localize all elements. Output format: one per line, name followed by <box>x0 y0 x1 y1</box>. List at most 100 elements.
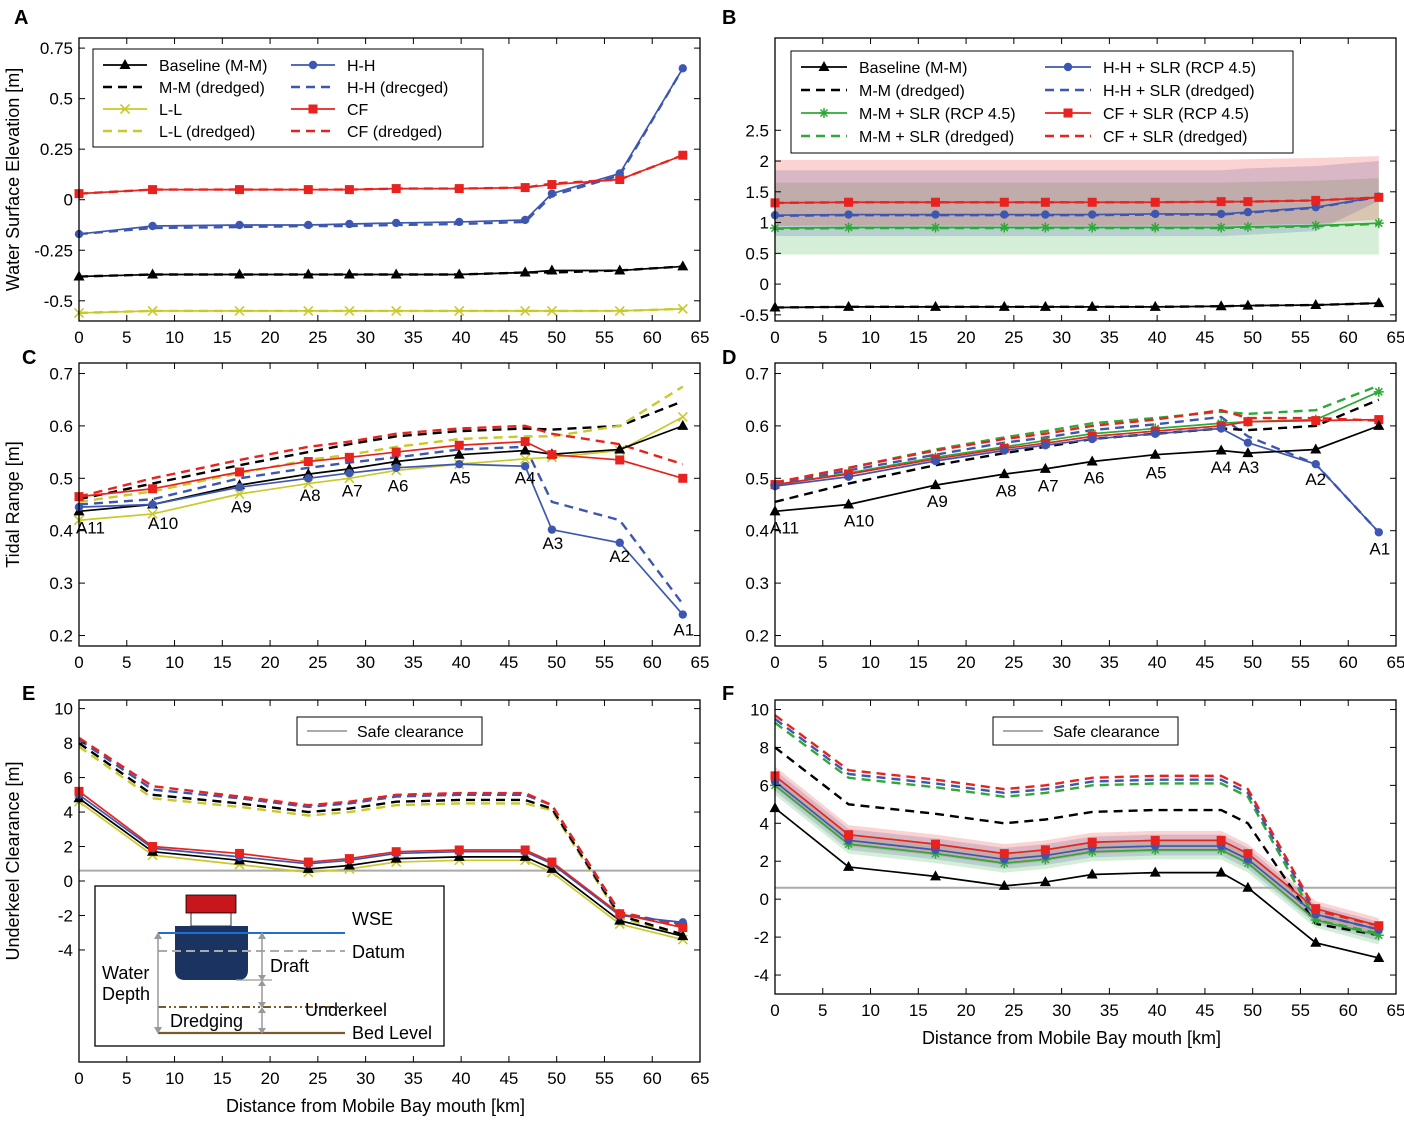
x-tick-label: 40 <box>452 653 471 672</box>
station-label: A8 <box>996 482 1017 501</box>
data-point <box>1151 429 1160 438</box>
panel-b-water-surface-elevation-slr: 0 5 10 15 20 25 30 35 40 45 50 55 60 65-0.500.511.522… <box>722 7 1404 347</box>
data-point <box>1243 207 1253 217</box>
series-line <box>774 384 1380 485</box>
legend-marker <box>119 59 131 69</box>
x-tick-label: 55 <box>1291 328 1310 347</box>
arrow-head <box>154 932 162 939</box>
y-tick-label: 0 <box>760 275 769 294</box>
station-label: A1 <box>673 621 694 640</box>
data-point <box>678 923 688 933</box>
inset-label-wse: WSE <box>352 909 393 929</box>
x-tick-label: 30 <box>1052 653 1071 672</box>
data-point <box>547 857 557 867</box>
x-tick-label: 10 <box>861 1001 880 1020</box>
data-point <box>1311 904 1321 914</box>
data-point <box>843 300 855 311</box>
legend-label: M-M (dredged) <box>159 80 265 97</box>
x-tick-label: 50 <box>547 1069 566 1088</box>
x-tick-label: 15 <box>213 328 232 347</box>
series-baseline-m-m <box>769 802 1385 962</box>
data-point <box>235 848 245 858</box>
legend-entry: M-M + SLR (RCP 4.5) <box>801 106 1016 123</box>
data-point <box>844 210 853 219</box>
data-point <box>454 845 464 855</box>
data-point <box>1243 417 1253 427</box>
data-point <box>391 847 401 857</box>
series-line <box>78 745 684 938</box>
x-tick-label: 5 <box>818 653 827 672</box>
data-point <box>1000 446 1009 455</box>
x-tick-label: 20 <box>261 328 280 347</box>
data-point <box>1041 210 1050 219</box>
y-tick-label: 0 <box>760 890 769 909</box>
legend-entry: H-H + SLR (RCP 4.5) <box>1045 60 1256 77</box>
uncertainty-band-0 <box>775 178 1379 255</box>
station-label: A1 <box>1369 539 1390 558</box>
uncertainty-band-0 <box>775 775 1379 945</box>
x-tick-label: 0 <box>770 653 779 672</box>
legend-entry: H-H + SLR (dredged) <box>1045 83 1255 100</box>
legend-label: CF + SLR (dredged) <box>1103 129 1248 146</box>
y-tick-label: -4 <box>754 966 769 985</box>
data-point <box>1041 441 1050 450</box>
data-point <box>390 455 402 466</box>
x-tick-label: 35 <box>404 653 423 672</box>
legend-entry: CF + SLR (dredged) <box>1045 129 1248 146</box>
data-point <box>1311 195 1321 205</box>
y-tick-label: 10 <box>750 700 769 719</box>
data-point <box>1150 222 1161 233</box>
legend-entry: H-H <box>291 58 375 75</box>
data-point <box>677 419 689 430</box>
data-point <box>304 474 313 483</box>
x-tick-label: 60 <box>643 1069 662 1088</box>
y-tick-label: 1.5 <box>745 183 769 202</box>
data-point <box>1310 220 1321 231</box>
panel-letter: C <box>22 347 36 369</box>
data-point <box>1373 297 1385 308</box>
data-point <box>1310 915 1321 926</box>
data-point <box>1242 447 1254 458</box>
data-point <box>455 459 464 469</box>
plot-background <box>775 363 1396 646</box>
data-point <box>844 197 854 207</box>
x-tick-label: 30 <box>1052 1001 1071 1020</box>
data-point <box>1216 197 1226 207</box>
y-tick-label: 0.2 <box>745 627 769 646</box>
legend-label: CF <box>347 102 369 119</box>
data-point <box>1215 866 1227 877</box>
legend-marker <box>308 60 318 70</box>
data-point <box>147 508 158 519</box>
panel-f-underkeel-clearance-slr: 0 5 10 15 20 25 30 35 40 45 50 55 60 65 -4 -2 0 2 4 6 8 10 Dis… <box>722 683 1404 1048</box>
y-tick-label: 2 <box>64 838 73 857</box>
x-tick-label: 35 <box>404 328 423 347</box>
x-tick-label: 20 <box>261 1069 280 1088</box>
uncertainty-band-2 <box>775 766 1379 938</box>
x-tick-label: 15 <box>909 653 928 672</box>
panel-a-water-surface-elevation: 0 5 10 15 20 25 30 35 40 45 50 55 60 65 -0.5 -0.25 0 0.25… <box>3 7 709 347</box>
legend-entry: Baseline (M-M) <box>103 58 267 75</box>
series-line <box>774 408 1379 484</box>
data-point <box>547 450 557 460</box>
series-m-m-dredged <box>774 301 1379 309</box>
y-tick-label: -0.5 <box>44 292 73 311</box>
data-point <box>678 150 688 160</box>
y-tick-label: 0.5 <box>49 90 73 109</box>
data-point <box>1311 202 1320 212</box>
series-cf <box>74 150 688 199</box>
data-point <box>453 448 465 459</box>
data-point <box>344 854 354 864</box>
series-cf-slr-dredged <box>774 714 1380 927</box>
data-point <box>520 437 530 447</box>
station-label: A4 <box>515 469 536 488</box>
data-point <box>1149 448 1161 459</box>
y-tick-label: 2 <box>760 852 769 871</box>
x-tick-label: 65 <box>1387 653 1404 672</box>
x-tick-label: 25 <box>1004 1001 1023 1020</box>
data-point <box>844 472 853 481</box>
x-tick-label: 40 <box>452 1069 471 1088</box>
data-point <box>345 219 354 229</box>
legend-entry: L-L (dredged) <box>103 124 255 141</box>
x-tick-label: 35 <box>1100 1001 1119 1020</box>
